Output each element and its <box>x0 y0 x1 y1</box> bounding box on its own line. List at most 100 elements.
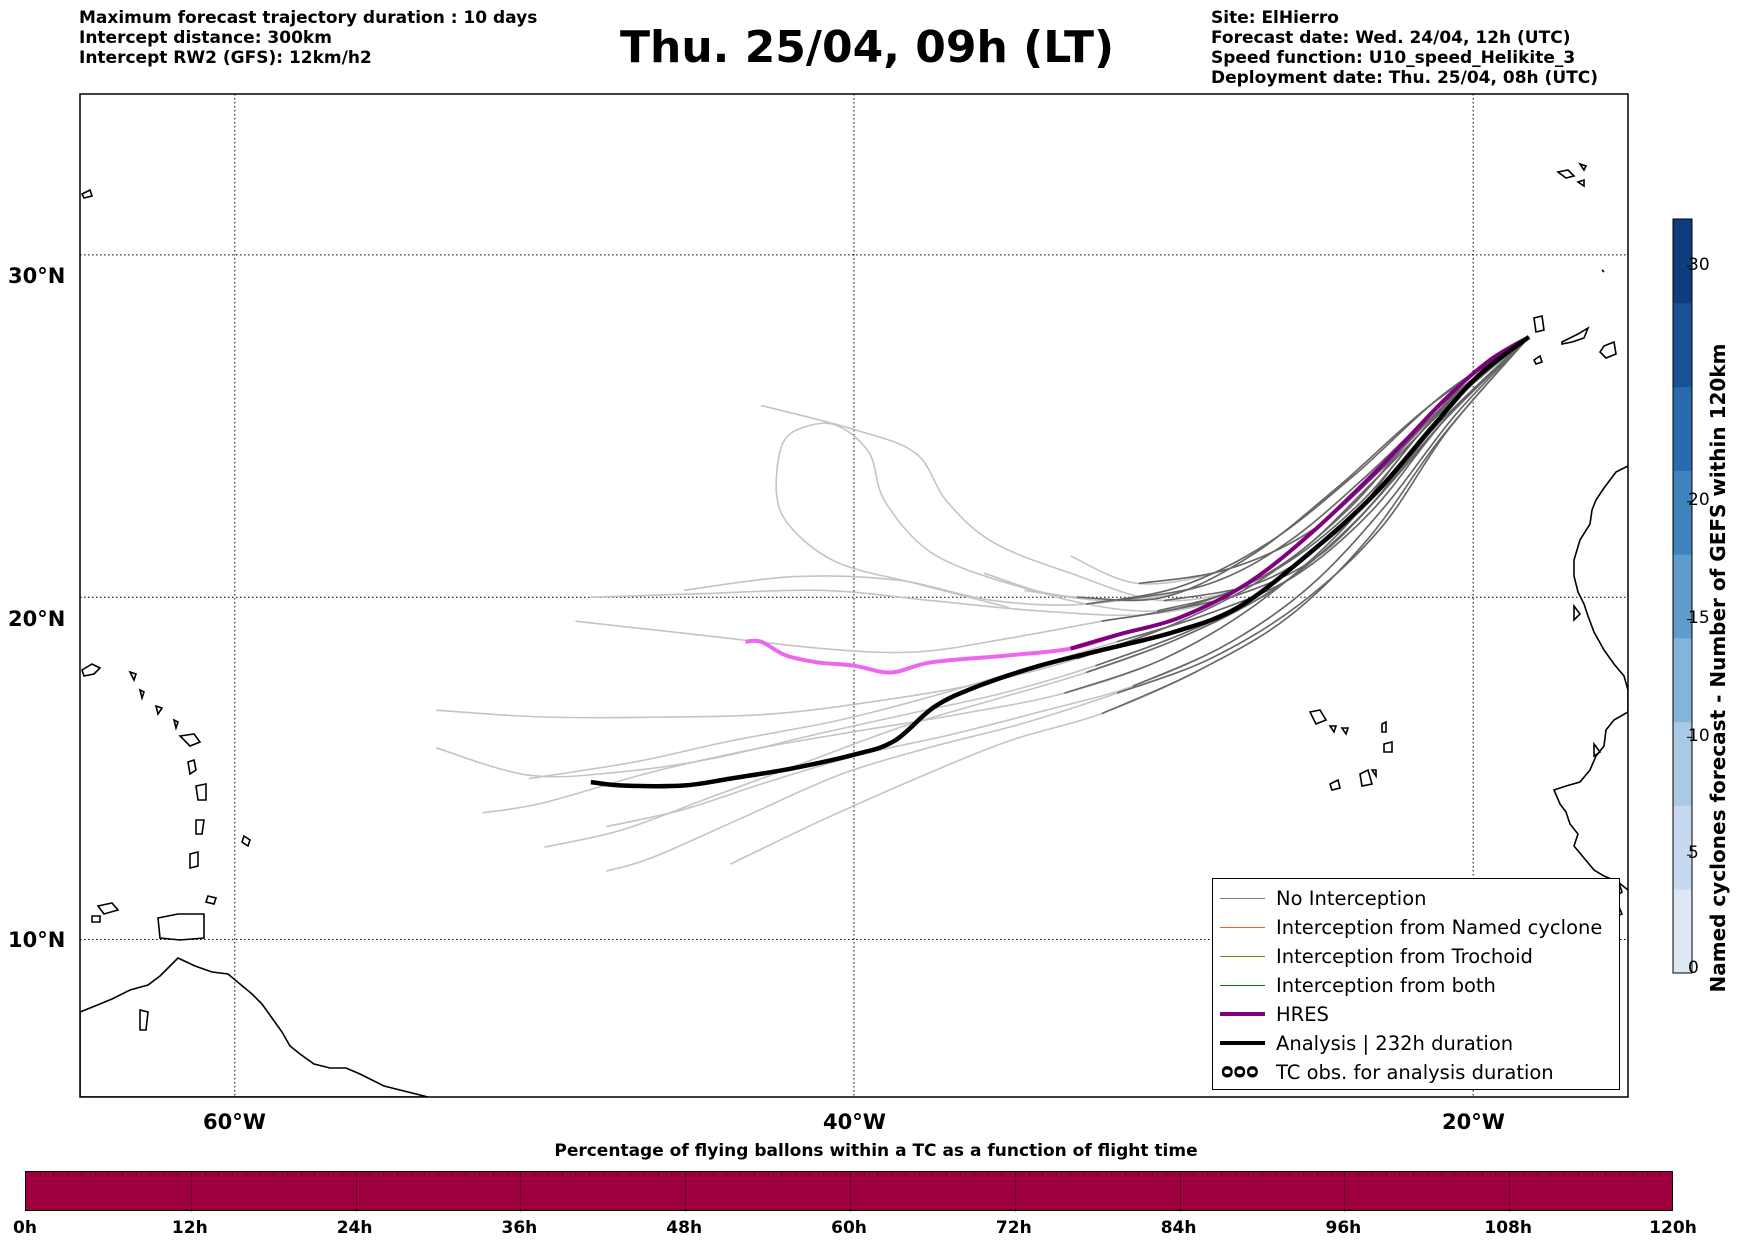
percentage-bar-minor-tick <box>1509 1172 1511 1212</box>
percentage-bar-minor-tick <box>1179 1172 1181 1212</box>
coast-africa <box>1552 465 1628 891</box>
legend-item-analysis: Analysis | 232h duration <box>1213 1029 1619 1058</box>
percentage-bar-minor-tick <box>1468 1172 1469 1176</box>
legend-label-tc-obs: TC obs. for analysis duration <box>1276 1061 1554 1084</box>
percentage-bar-minor-tick <box>396 1172 398 1176</box>
trajectory-tracks <box>435 335 1531 872</box>
percentage-bar-minor-tick <box>300 1172 302 1176</box>
percentage-bar-minor-tick <box>1564 1172 1566 1176</box>
percentage-bar-minor-tick <box>1028 1172 1030 1176</box>
legend-swatch-named-cyclone <box>1220 927 1265 928</box>
percentage-bar-minor-tick <box>218 1172 220 1176</box>
colorbar-tick-30: 30 <box>1688 255 1710 275</box>
percentage-bar-minor-tick <box>1385 1172 1387 1176</box>
percentage-bar-minor-tick <box>314 1172 316 1176</box>
colorbar-tick-0: 0 <box>1688 958 1699 978</box>
percentage-bar-minor-tick <box>286 1172 288 1176</box>
percentage-bar-minor-tick <box>163 1172 165 1176</box>
percentage-tick-label: 48h <box>666 1218 703 1238</box>
percentage-bar-minor-tick <box>1097 1172 1099 1176</box>
percentage-bar-minor-tick <box>273 1172 275 1176</box>
percentage-bar-minor-tick <box>657 1172 659 1176</box>
percentage-bar-minor-tick <box>712 1172 714 1176</box>
header-right-deployment-date: Deployment date: Thu. 25/04, 08h (UTC) <box>1211 68 1598 88</box>
ensemble-member-track <box>1095 336 1530 667</box>
percentage-bar-minor-tick <box>39 1172 41 1176</box>
colorbar-tick-20: 20 <box>1688 490 1710 510</box>
percentage-bar-minor-tick <box>616 1172 618 1176</box>
ensemble-member-track-extended <box>435 336 1530 719</box>
colorbar <box>1672 218 1693 974</box>
percentage-bar-minor-tick <box>575 1172 577 1176</box>
percentage-bar-minor-tick <box>53 1172 55 1176</box>
ensemble-member-track <box>1086 336 1530 605</box>
coast-antilles-1 <box>81 663 102 677</box>
percentage-bar-minor-tick <box>1660 1172 1662 1176</box>
coast-south-america <box>80 957 429 1097</box>
percentage-bar-minor-tick <box>589 1172 591 1176</box>
percentage-bar-minor-tick <box>369 1172 371 1176</box>
colorbar-tick-5: 5 <box>1688 843 1699 863</box>
colorbar-segment <box>1673 721 1692 806</box>
percentage-bar-minor-tick <box>932 1172 934 1176</box>
percentage-bar-minor-tick <box>685 1172 687 1212</box>
legend-item-no-interception: No Interception <box>1213 884 1619 913</box>
percentage-bar-minor-tick <box>740 1172 742 1176</box>
percentage-bar-minor-tick <box>1619 1172 1621 1176</box>
percentage-bar-minor-tick <box>1289 1172 1291 1176</box>
percentage-bar-minor-tick <box>177 1172 179 1176</box>
percentage-bar-minor-tick <box>1220 1172 1222 1176</box>
map-frame <box>79 93 1629 1098</box>
percentage-bar-minor-tick <box>1371 1172 1373 1176</box>
ensemble-member-track <box>1163 336 1530 602</box>
map-gridlines <box>80 94 1628 1097</box>
percentage-bar-minor-tick <box>1303 1172 1305 1176</box>
percentage-bar-minor-tick <box>410 1172 412 1176</box>
percentage-bar-minor-tick <box>479 1172 481 1176</box>
legend-swatch-trochoid <box>1220 956 1265 957</box>
legend-item-both: Interception from both <box>1213 971 1619 1000</box>
percentage-bar-minor-tick <box>1522 1172 1524 1176</box>
colorbar-frame <box>1672 218 1693 974</box>
percentage-bar-minor-tick <box>726 1172 728 1176</box>
percentage-bar-minor-tick <box>698 1172 700 1176</box>
percentage-bar-minor-tick <box>1165 1172 1167 1176</box>
legend-label-named-cyclone: Interception from Named cyclone <box>1276 916 1603 939</box>
legend-label-both: Interception from both <box>1276 974 1496 997</box>
percentage-bar-minor-tick <box>1083 1172 1085 1176</box>
header-right: Site: ElHierro Forecast date: Wed. 24/04… <box>1211 8 1598 88</box>
percentage-bar-minor-tick <box>753 1172 755 1176</box>
percentage-tick-label: 24h <box>336 1218 373 1238</box>
percentage-tick-label: 120h <box>1649 1218 1697 1238</box>
percentage-bar-minor-tick <box>1454 1172 1456 1176</box>
percentage-bar-minor-tick <box>904 1172 906 1176</box>
percentage-bar-minor-tick <box>424 1172 426 1176</box>
percentage-bar-minor-tick <box>836 1172 838 1176</box>
percentage-bar-minor-tick <box>190 1172 192 1212</box>
lon-tick-40w: 40°W <box>823 1110 886 1134</box>
percentage-bar-minor-tick <box>795 1172 797 1176</box>
percentage-bar-minor-tick <box>959 1172 961 1176</box>
legend-label-trochoid: Interception from Trochoid <box>1276 945 1533 968</box>
ensemble-member-track <box>1116 336 1530 694</box>
legend-swatch-analysis <box>1220 1041 1265 1045</box>
legend-item-tc-obs: ᴑᴑᴑ TC obs. for analysis duration <box>1213 1058 1619 1087</box>
percentage-bar-title: Percentage of flying ballons within a TC… <box>554 1141 1198 1161</box>
legend-label-analysis: Analysis | 232h duration <box>1276 1032 1514 1055</box>
percentage-bar-minor-tick <box>781 1172 783 1176</box>
percentage-bar-minor-tick <box>149 1172 151 1176</box>
percentage-bar-minor-tick <box>1275 1172 1277 1176</box>
percentage-bar-minor-tick <box>108 1172 110 1176</box>
colorbar-label: Named cyclones forecast - Number of GEFS… <box>1706 343 1730 993</box>
percentage-bar-minor-tick <box>918 1172 920 1176</box>
percentage-bar-minor-tick <box>1110 1172 1112 1176</box>
legend-swatch-no-interception <box>1220 898 1265 899</box>
analysis-track <box>590 335 1531 789</box>
header-left-line-2: Intercept distance: 300km <box>79 28 332 48</box>
percentage-bar-minor-tick <box>1262 1172 1263 1176</box>
legend-label-hres: HRES <box>1276 1003 1329 1026</box>
percentage-bar-minor-tick <box>1056 1172 1057 1176</box>
hres-track <box>1070 335 1530 651</box>
coast-antilles-2 <box>178 733 207 870</box>
percentage-bar-minor-tick <box>355 1172 357 1212</box>
